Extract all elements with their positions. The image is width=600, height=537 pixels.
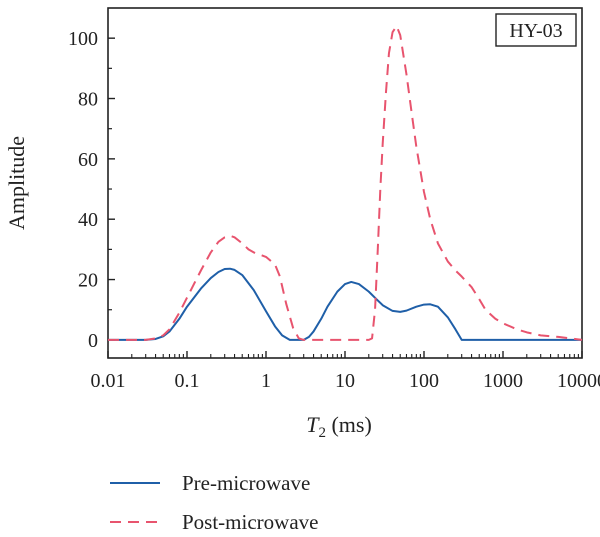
series-line-pre-microwave	[108, 267, 582, 341]
y-tick-label: 40	[78, 209, 98, 231]
x-axis-title-unit: (ms)	[326, 412, 372, 437]
x-tick-label: 10	[335, 370, 355, 392]
y-tick-label: 100	[68, 28, 98, 50]
y-tick-label: 80	[78, 89, 98, 111]
series-line-post-microwave	[108, 25, 583, 341]
legend-label: Post-microwave	[182, 510, 318, 534]
x-tick-label: 100	[409, 370, 439, 392]
sample-id-label: HY-03	[509, 20, 562, 42]
legend: Pre-microwave Post-microwave	[110, 471, 318, 534]
x-tick-label: 1000	[483, 370, 523, 392]
y-tick-label: 0	[88, 330, 98, 352]
x-axis-title-symbol: T	[306, 412, 320, 437]
plot-frame	[107, 7, 583, 359]
x-axis-title: T2 (ms)	[306, 412, 372, 441]
x-axis-title-subscript: 2	[318, 425, 326, 441]
sample-id-box: HY-03	[495, 13, 577, 47]
x-axis: 0.01 0.1 1 10 100 1000 10000	[91, 351, 600, 392]
y-tick-label: 20	[78, 270, 98, 292]
x-tick-label: 10000	[557, 370, 600, 392]
x-tick-label: 0.1	[175, 370, 200, 392]
y-axis: 0 20 40 60 80 100	[68, 28, 115, 352]
y-tick-label: 60	[78, 149, 98, 171]
sample-id-frame	[495, 13, 577, 47]
legend-label: Pre-microwave	[182, 471, 310, 495]
series-layer	[108, 25, 583, 341]
y-axis-title: Amplitude	[4, 136, 29, 230]
plot-area: 0 20 40 60 80 100 0.01 0.1 1 10 100 1000 10000	[68, 7, 600, 392]
x-tick-label: 1	[261, 370, 271, 392]
x-tick-label: 0.01	[91, 370, 126, 392]
